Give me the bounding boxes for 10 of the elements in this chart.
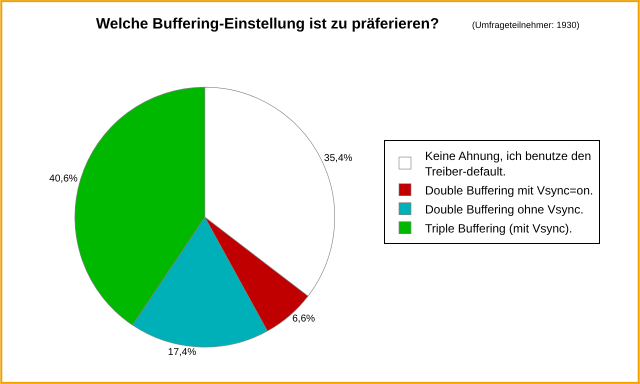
chart-subtitle: (Umfrageteilnehmer: 1930) [472,20,580,30]
legend-label: Keine Ahnung, ich benutze den Treiber-default. [425,148,592,179]
data-label: 17,4% [168,346,196,358]
legend-label: Triple Buffering (mit Vsync). [425,221,572,236]
legend-label: Double Buffering mit Vsync=on. [425,183,594,198]
data-label: 6,6% [292,313,316,324]
data-label: 40,6% [49,173,78,184]
chart-title: Welche Buffering-Einstellung ist zu präferieren? [96,15,440,32]
data-label: 35,4% [324,153,353,164]
legend-label: Double Buffering ohne Vsync. [425,202,584,216]
